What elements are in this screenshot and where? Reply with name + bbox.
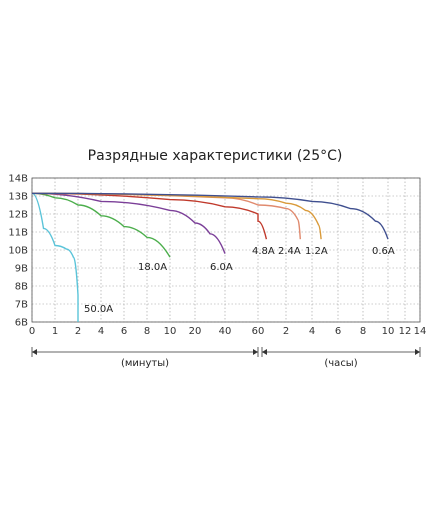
minutes-range-arrowhead-right [253,349,258,355]
x-tick-label: 2 [75,326,81,337]
x-tick-label: 4 [309,326,315,337]
x-tick-label: 40 [219,326,232,337]
x-tick-label: 8 [144,326,150,337]
plot-frame [31,177,421,323]
x-tick-label: 14 [414,326,427,337]
series-line [31,192,226,254]
series-line [31,192,301,240]
chart-title: Разрядные характеристики (25°C) [87,148,343,164]
hours-range-arrowhead-left [262,349,267,355]
series-line [31,192,79,322]
series-label: 6.0A [210,262,233,273]
y-tick-label: 11В [8,228,28,239]
x-tick-label: 6 [335,326,341,337]
series-line [31,192,171,258]
x-tick-label: 60 [252,326,265,337]
series-label: 4.8A [252,246,275,257]
x-tick-label: 20 [189,326,202,337]
y-tick-label: 12В [8,210,28,221]
y-tick-label: 9В [15,264,28,275]
x-tick-label: 6 [121,326,127,337]
series-label: 0.6A [372,246,395,257]
series-label: 1.2A [305,246,328,257]
y-tick-label: 14В [8,174,28,185]
x-tick-label: 2 [283,326,289,337]
series-label: 50.0A [84,304,113,315]
x-tick-label: 4 [98,326,104,337]
hours-unit-label: (часы) [324,358,357,369]
x-tick-label: 0 [29,326,35,337]
x-tick-label: 10 [382,326,395,337]
hours-range-arrowhead-right [415,349,420,355]
x-tick-label: 1 [52,326,58,337]
series-line [31,192,268,240]
y-tick-label: 8В [15,282,28,293]
y-tick-label: 10В [8,246,28,257]
x-tick-label: 12 [399,326,412,337]
series-label: 18.0A [138,262,167,273]
minutes-unit-label: (минуты) [121,358,169,369]
y-tick-label: 13В [8,192,28,203]
series-line [31,192,389,240]
series-label: 2.4A [278,246,301,257]
y-tick-label: 7В [15,300,28,311]
y-tick-label: 6В [15,318,28,329]
x-tick-label: 10 [164,326,177,337]
x-tick-label: 8 [360,326,366,337]
minutes-range-arrowhead-left [32,349,37,355]
